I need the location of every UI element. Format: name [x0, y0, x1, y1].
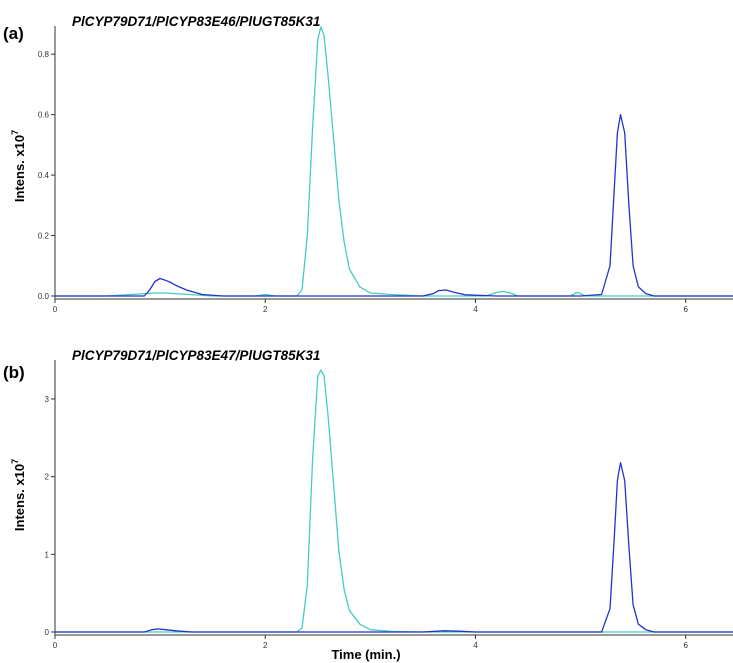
panel-b-y-tick-label: 1: [45, 550, 50, 559]
panel-a-y-tick-label: 0.0: [38, 292, 50, 301]
panel-a-series-blue-line: [55, 113, 733, 297]
panel-b-x-axis-label: Time (min.): [331, 647, 400, 662]
panel-b-ylabel-exponent: 7: [10, 459, 20, 464]
panel-b-label: (b): [3, 363, 25, 382]
panel-b-y-tick-label: 0: [45, 628, 50, 637]
panel-a-plot-area: 0.0 0.2 0.4 0.6 0.8 0 2 4 6: [38, 26, 733, 314]
panel-a-y-tick-label: 0.8: [38, 50, 50, 59]
panel-a-y-tick-label: 0.4: [38, 171, 50, 180]
panel-b-y-tick-label: 2: [45, 473, 50, 482]
panel-a-series-cyan-line: [55, 26, 733, 297]
panel-b-x-tick-label: 2: [263, 641, 268, 650]
panel-b-plot-area: 0 1 2 3 0 2 4 6: [45, 360, 733, 650]
panel-a-y-tick-label: 0.2: [38, 232, 50, 241]
panel-a-x-tick-label: 6: [683, 305, 688, 314]
panel-b-title: PlCYP79D71/PlCYP83E47/PlUGT85K31: [72, 348, 320, 363]
panel-b-series-blue-line: [55, 462, 733, 633]
panel-b-x-tick-label: 6: [683, 641, 688, 650]
panel-a-x-tick-label: 0: [53, 305, 58, 314]
panel-a-ylabel-main: Intens. x10: [12, 135, 27, 202]
panel-b-x-tick-label: 0: [53, 641, 58, 650]
panel-b-y-axis-label: Intens. x107: [10, 459, 27, 531]
panel-a-x-tick-label: 2: [263, 305, 268, 314]
panel-b-series-cyan-line: [55, 369, 733, 633]
panel-a-y-axis-label: Intens. x107: [10, 130, 27, 202]
panel-b: (b) PlCYP79D71/PlCYP83E47/PlUGT85K31 Int…: [3, 348, 733, 662]
panel-b-x-tick-label: 4: [473, 641, 478, 650]
panel-a-y-tick-label: 0.6: [38, 111, 50, 120]
panel-a-x-tick-label: 4: [473, 305, 478, 314]
panel-b-y-tick-label: 3: [45, 395, 50, 404]
panel-a-ylabel-exponent: 7: [10, 130, 20, 135]
panel-a-label: (a): [3, 24, 24, 43]
panel-a: (a) PlCYP79D71/PlCYP83E46/PlUGT85K31 Int…: [3, 14, 733, 314]
panel-a-title: PlCYP79D71/PlCYP83E46/PlUGT85K31: [72, 14, 320, 29]
panel-b-ylabel-main: Intens. x10: [12, 464, 27, 531]
